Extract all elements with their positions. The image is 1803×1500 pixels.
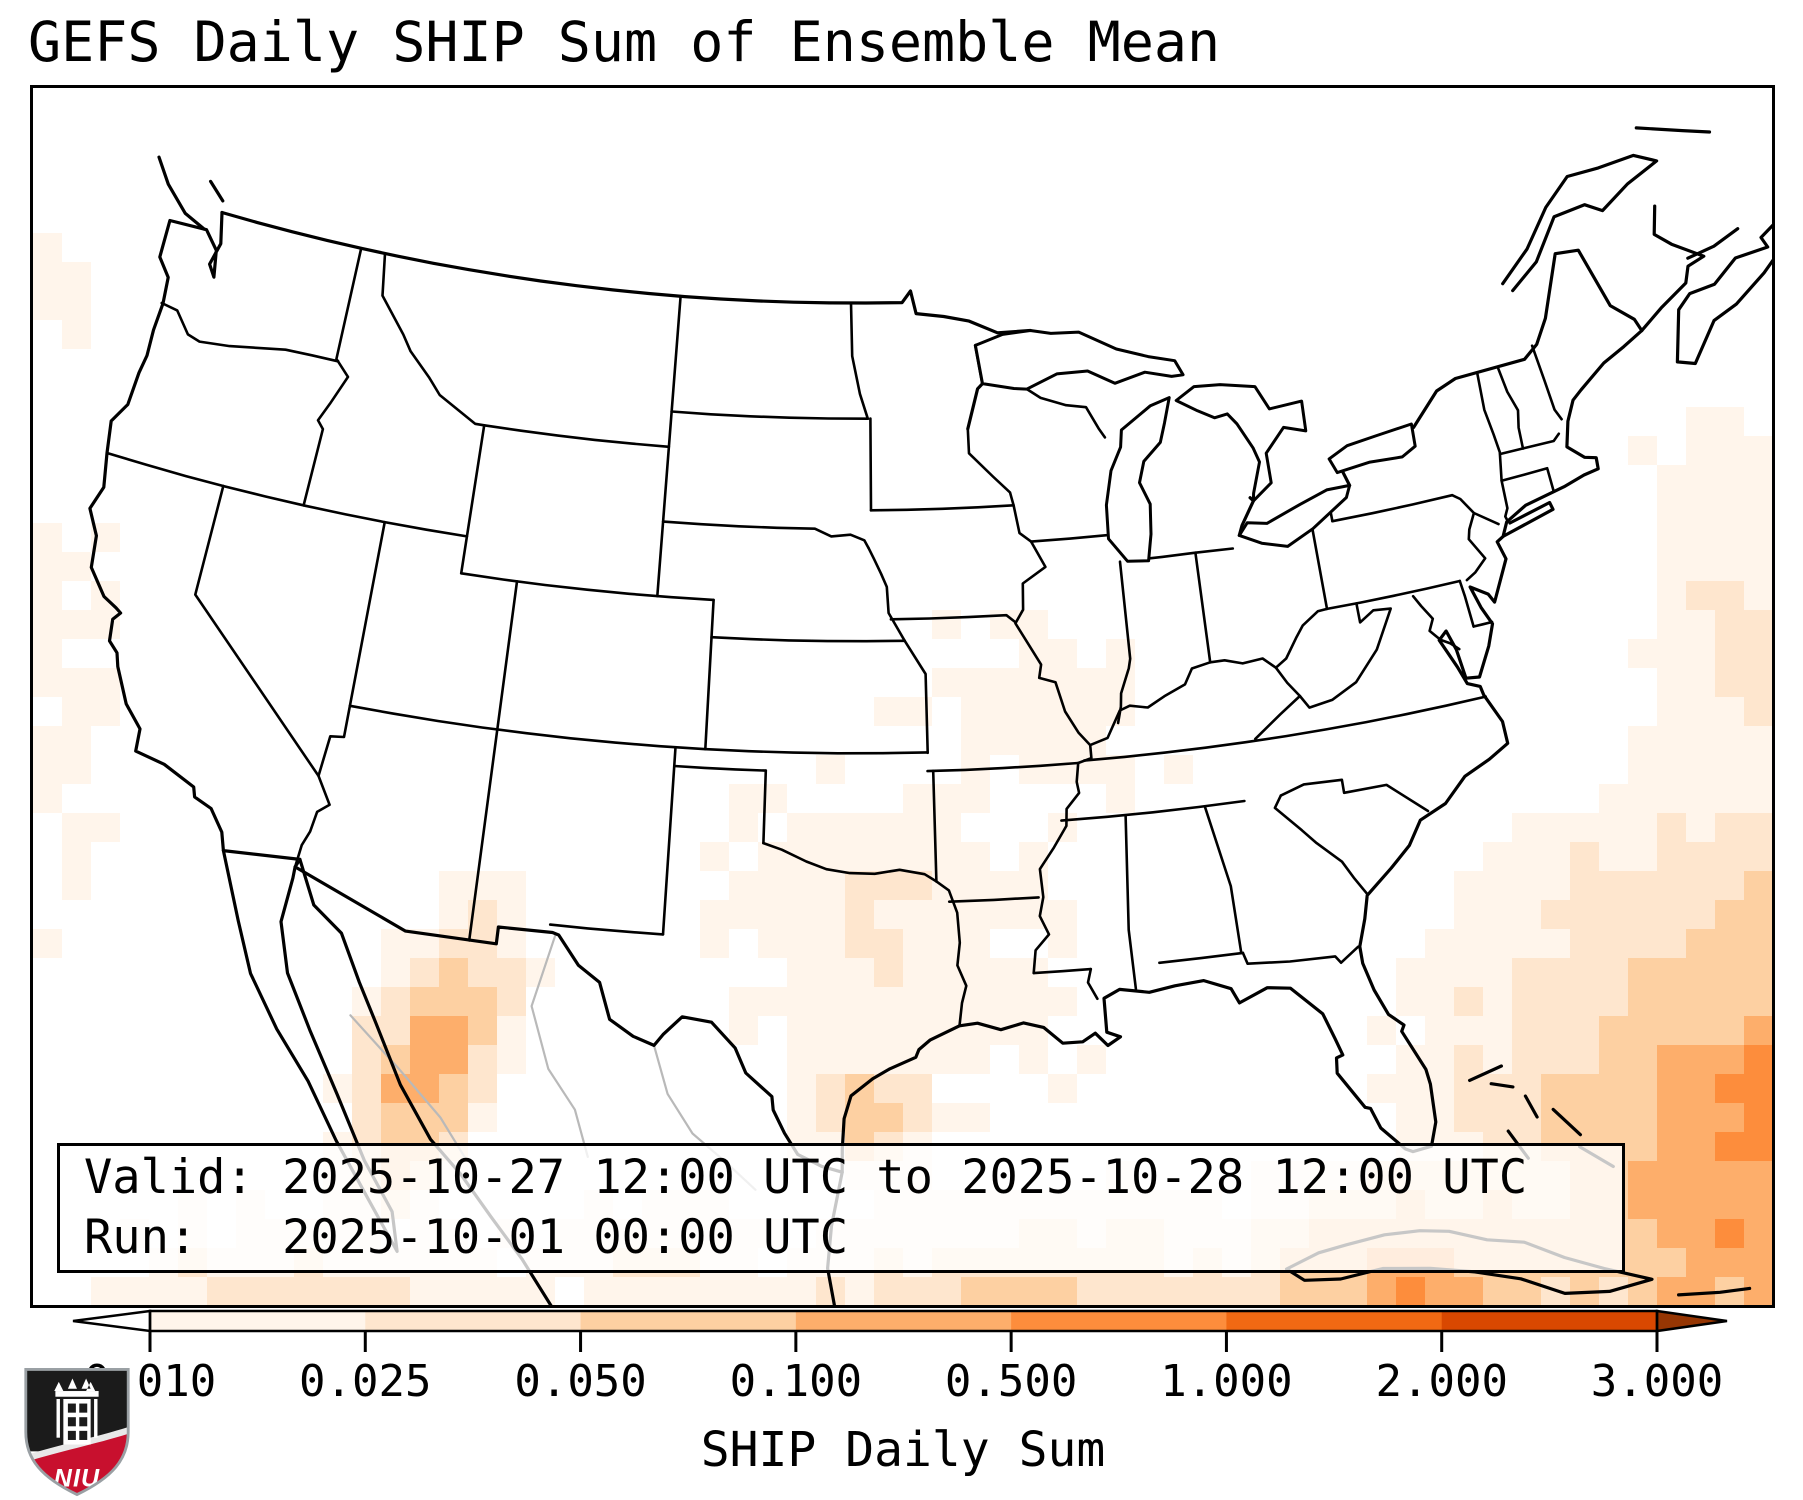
colorbar-under-arrow — [72, 1309, 152, 1333]
colorbar-segment — [795, 1311, 1012, 1331]
colorbar-segment — [1011, 1311, 1227, 1331]
logo-text: NIU — [54, 1465, 101, 1493]
run-time-text: Run: 2025-10-01 00:00 UTC — [84, 1210, 849, 1265]
colorbar-segment — [1441, 1311, 1658, 1331]
colorbar-segment — [365, 1311, 582, 1331]
colorbar-tick-label: 0.500 — [944, 1356, 1078, 1407]
niu-logo: NIU — [24, 1367, 130, 1497]
colorbar-over-arrow — [1655, 1309, 1728, 1333]
forecast-info-box: Valid: 2025-10-27 12:00 UTC to 2025-10-2… — [57, 1143, 1625, 1273]
canada-border-line — [220, 210, 1032, 431]
coastline-borders-layer — [88, 126, 1772, 1305]
lake-erie — [1237, 483, 1352, 548]
colorbar-segment — [580, 1311, 797, 1331]
map-canvas — [33, 126, 1772, 1305]
colorbar-axis-label: SHIP Daily Sum — [700, 1422, 1106, 1478]
lake-superior — [973, 329, 1185, 391]
colorbar-tick-label: 0.050 — [514, 1356, 647, 1407]
state-borders-layer — [105, 247, 1563, 1028]
colorbar-tick-label: 3.000 — [1590, 1356, 1724, 1407]
conus-coastline — [88, 210, 1644, 1174]
lake-ontario — [1327, 422, 1417, 475]
castle-icon — [54, 1378, 99, 1445]
lake-huron — [1174, 383, 1308, 503]
colorbar-segment — [1226, 1311, 1443, 1331]
colorbar-segment — [150, 1311, 366, 1331]
page-title: GEFS Daily SHIP Sum of Ensemble Mean — [28, 10, 1221, 74]
great-lakes-layer — [973, 329, 1417, 563]
lake-michigan — [1104, 396, 1171, 563]
colorbar-tick-label: 1.000 — [1160, 1356, 1293, 1407]
colorbar-tick-label: 0.100 — [729, 1356, 863, 1407]
colorbar — [72, 1309, 1728, 1352]
valid-time-text: Valid: 2025-10-27 12:00 UTC to 2025-10-2… — [84, 1150, 1528, 1205]
colorbar-tick-label: 0.025 — [299, 1356, 432, 1407]
colorbar-tick-label: 2.000 — [1375, 1356, 1508, 1407]
map-frame — [30, 85, 1775, 1308]
